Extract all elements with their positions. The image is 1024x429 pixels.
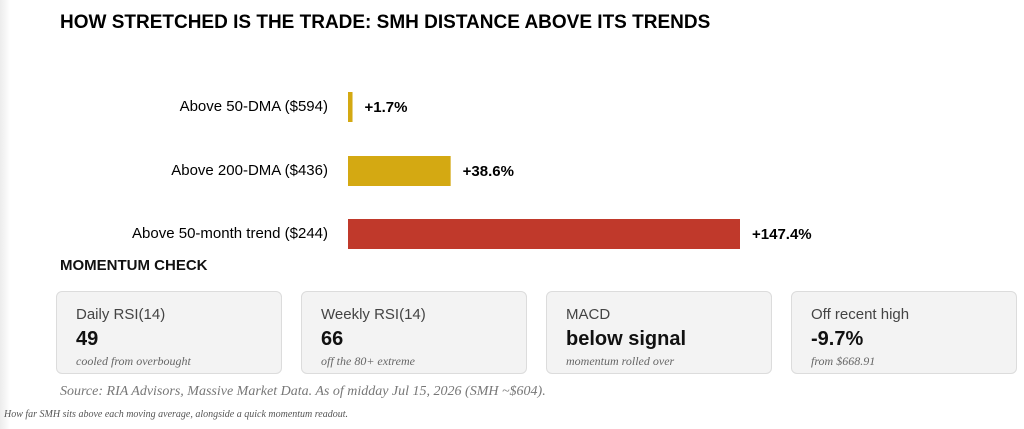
caption: How far SMH sits above each moving avera… <box>4 409 349 420</box>
section-title: MOMENTUM CHECK <box>60 257 208 274</box>
value-label: +38.6% <box>463 163 514 180</box>
stat-label: Off recent high <box>811 306 910 323</box>
stat-label: MACD <box>566 306 611 323</box>
stat-value: -9.7% <box>811 328 864 350</box>
stat-label: Weekly RSI(14) <box>321 306 426 323</box>
value-label: +1.7% <box>365 99 408 116</box>
bar <box>348 156 451 186</box>
bar <box>348 219 740 249</box>
stat-card: MACD below signal momentum rolled over <box>546 291 772 374</box>
stat-card: Weekly RSI(14) 66 off the 80+ extreme <box>301 291 527 374</box>
stat-value: 49 <box>76 328 99 350</box>
category-label: Above 50-month trend ($244) <box>132 225 328 242</box>
value-label: +147.4% <box>752 226 812 243</box>
stat-value: 66 <box>321 328 344 350</box>
stat-value: below signal <box>566 328 687 350</box>
stat-card: Off recent high -9.7% from $668.91 <box>791 291 1017 374</box>
stat-note: off the 80+ extreme <box>321 354 415 368</box>
stat-note: from $668.91 <box>811 354 876 368</box>
stat-note: cooled from overbought <box>76 354 191 368</box>
source: Source: RIA Advisors, Massive Market Dat… <box>60 384 546 399</box>
category-label: Above 200-DMA ($436) <box>171 162 328 179</box>
chart-title: HOW STRETCHED IS THE TRADE: SMH DISTANCE… <box>60 12 710 33</box>
stat-note: momentum rolled over <box>566 354 675 368</box>
chart: HOW STRETCHED IS THE TRADE: SMH DISTANCE… <box>60 12 812 249</box>
bar <box>348 92 353 122</box>
stat-card: Daily RSI(14) 49 cooled from overbought <box>56 291 282 374</box>
category-label: Above 50-DMA ($594) <box>180 98 328 115</box>
edge-shade <box>0 0 10 429</box>
stat-label: Daily RSI(14) <box>76 306 166 323</box>
